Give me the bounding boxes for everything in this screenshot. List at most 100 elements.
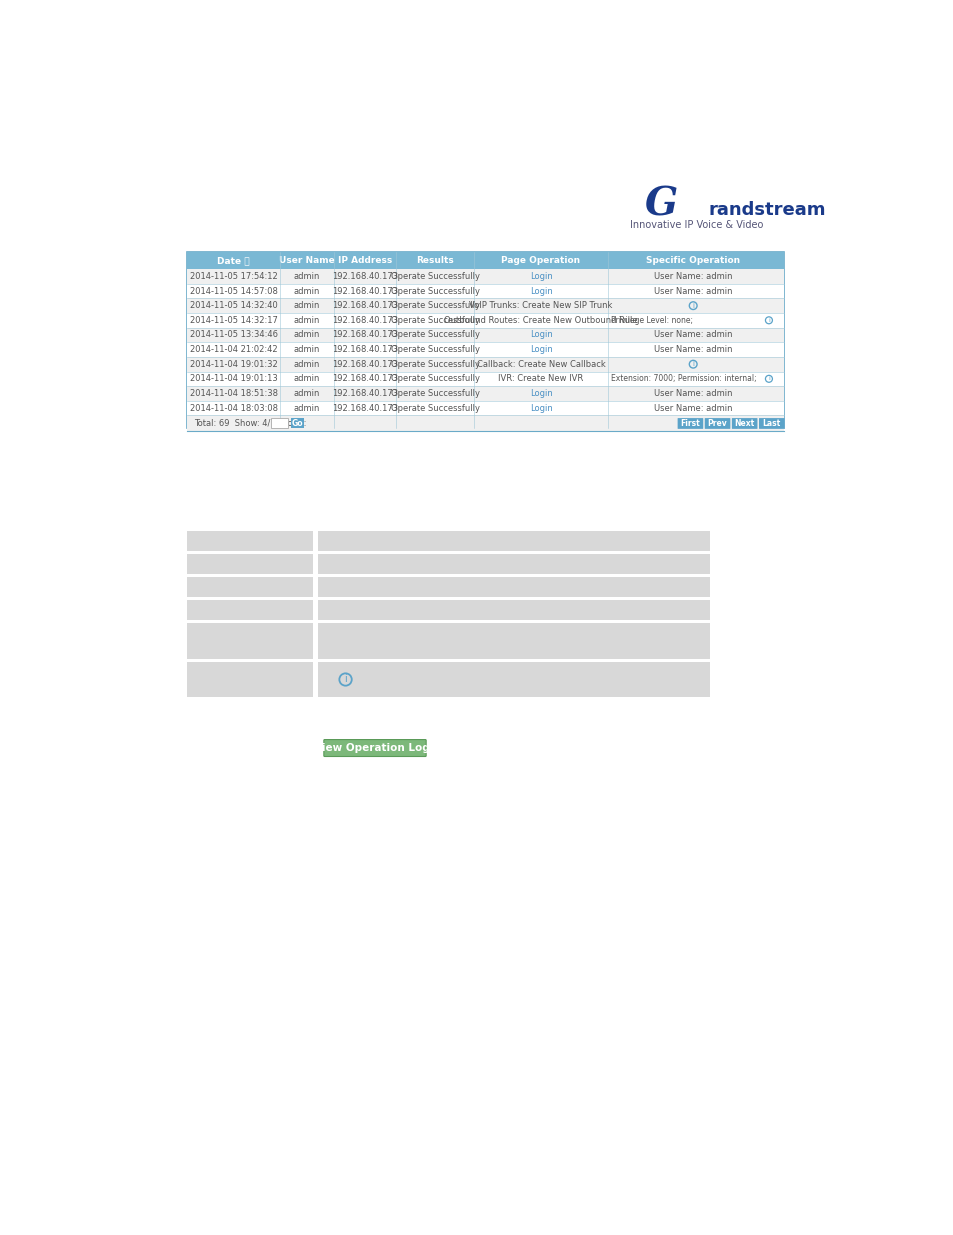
Text: admin: admin: [294, 345, 319, 354]
FancyBboxPatch shape: [731, 419, 757, 429]
Text: Operate Successfully: Operate Successfully: [390, 404, 479, 412]
Text: Operate Successfully: Operate Successfully: [390, 331, 479, 340]
FancyBboxPatch shape: [187, 312, 783, 327]
FancyBboxPatch shape: [271, 419, 288, 429]
FancyBboxPatch shape: [187, 401, 783, 415]
FancyBboxPatch shape: [677, 419, 702, 429]
Text: User Name: admin: User Name: admin: [653, 272, 732, 280]
Text: User Name: admin: User Name: admin: [653, 345, 732, 354]
Text: Specific Operation: Specific Operation: [645, 256, 740, 266]
Text: User Name: admin: User Name: admin: [653, 404, 732, 412]
FancyBboxPatch shape: [323, 740, 426, 757]
FancyBboxPatch shape: [187, 252, 783, 269]
Text: Operate Successfully: Operate Successfully: [390, 287, 479, 295]
Text: 192.168.40.173: 192.168.40.173: [332, 404, 397, 412]
Text: Operate Successfully: Operate Successfully: [390, 316, 479, 325]
Text: 192.168.40.173: 192.168.40.173: [332, 316, 397, 325]
Text: Innovative IP Voice & Video: Innovative IP Voice & Video: [629, 220, 762, 230]
Text: Login: Login: [529, 287, 552, 295]
FancyBboxPatch shape: [187, 600, 313, 620]
FancyBboxPatch shape: [291, 419, 304, 429]
Text: Login: Login: [529, 345, 552, 354]
Text: 192.168.40.173: 192.168.40.173: [332, 331, 397, 340]
Text: Results: Results: [416, 256, 454, 266]
Text: 2014-11-04 18:03:08: 2014-11-04 18:03:08: [190, 404, 277, 412]
Text: admin: admin: [294, 374, 319, 383]
Text: admin: admin: [294, 404, 319, 412]
Text: Callback: Create New Callback: Callback: Create New Callback: [476, 359, 605, 369]
Text: Login: Login: [529, 331, 552, 340]
FancyBboxPatch shape: [187, 555, 313, 574]
Text: 2014-11-04 21:02:42: 2014-11-04 21:02:42: [190, 345, 277, 354]
Text: VoIP Trunks: Create New SIP Trunk: VoIP Trunks: Create New SIP Trunk: [469, 301, 612, 310]
Text: Operate Successfully: Operate Successfully: [390, 301, 479, 310]
FancyBboxPatch shape: [318, 577, 709, 597]
FancyBboxPatch shape: [318, 600, 709, 620]
FancyBboxPatch shape: [759, 419, 783, 429]
Text: 2014-11-05 14:32:40: 2014-11-05 14:32:40: [190, 301, 277, 310]
Text: 2014-11-04 18:51:38: 2014-11-04 18:51:38: [190, 389, 277, 398]
FancyBboxPatch shape: [187, 342, 783, 357]
Text: admin: admin: [294, 389, 319, 398]
Text: admin: admin: [294, 287, 319, 295]
FancyBboxPatch shape: [187, 387, 783, 401]
Text: 192.168.40.173: 192.168.40.173: [332, 272, 397, 280]
FancyBboxPatch shape: [187, 577, 313, 597]
FancyBboxPatch shape: [187, 284, 783, 299]
Text: IP Address: IP Address: [337, 256, 392, 266]
Text: Login: Login: [529, 404, 552, 412]
Text: Operate Successfully: Operate Successfully: [390, 345, 479, 354]
Text: 192.168.40.173: 192.168.40.173: [332, 287, 397, 295]
Text: User Name: admin: User Name: admin: [653, 331, 732, 340]
FancyBboxPatch shape: [187, 624, 313, 658]
Text: 2014-11-05 14:32:17: 2014-11-05 14:32:17: [190, 316, 277, 325]
Text: Page Operation: Page Operation: [501, 256, 580, 266]
Text: Outbound Routes: Create New Outbound Rule: Outbound Routes: Create New Outbound Rul…: [444, 316, 638, 325]
Text: 192.168.40.173: 192.168.40.173: [332, 374, 397, 383]
FancyBboxPatch shape: [187, 372, 783, 387]
Text: 2014-11-05 14:57:08: 2014-11-05 14:57:08: [190, 287, 277, 295]
Text: Go: Go: [292, 419, 303, 427]
Text: Extension: 7000; Permission: internal;: Extension: 7000; Permission: internal;: [611, 374, 756, 383]
Text: User Name: admin: User Name: admin: [653, 287, 732, 295]
FancyBboxPatch shape: [187, 357, 783, 372]
FancyBboxPatch shape: [318, 624, 709, 658]
Text: G: G: [644, 185, 678, 224]
Text: randstream: randstream: [707, 201, 825, 219]
Text: Next: Next: [734, 419, 754, 427]
Text: Total: 69  Show: 4/7  Go to:: Total: 69 Show: 4/7 Go to:: [193, 419, 306, 427]
Text: Operate Successfully: Operate Successfully: [390, 272, 479, 280]
Text: Last: Last: [761, 419, 781, 427]
Text: 192.168.40.173: 192.168.40.173: [332, 389, 397, 398]
Text: Prev: Prev: [707, 419, 726, 427]
FancyBboxPatch shape: [318, 531, 709, 551]
Text: 192.168.40.173: 192.168.40.173: [332, 345, 397, 354]
Text: admin: admin: [294, 316, 319, 325]
Text: admin: admin: [294, 359, 319, 369]
Text: First: First: [679, 419, 700, 427]
FancyBboxPatch shape: [318, 662, 709, 698]
Text: User Name: User Name: [278, 256, 335, 266]
Text: Operate Successfully: Operate Successfully: [390, 359, 479, 369]
Text: Operate Successfully: Operate Successfully: [390, 389, 479, 398]
FancyBboxPatch shape: [187, 269, 783, 284]
FancyBboxPatch shape: [187, 415, 783, 431]
FancyBboxPatch shape: [704, 419, 730, 429]
Text: Privilege Level: none;: Privilege Level: none;: [611, 316, 693, 325]
Text: User Name: admin: User Name: admin: [653, 389, 732, 398]
FancyBboxPatch shape: [187, 531, 313, 551]
FancyBboxPatch shape: [187, 299, 783, 312]
Text: i: i: [767, 377, 769, 382]
FancyBboxPatch shape: [187, 662, 313, 698]
Text: i: i: [692, 361, 694, 367]
Text: i: i: [767, 317, 769, 322]
Text: 2014-11-04 19:01:13: 2014-11-04 19:01:13: [190, 374, 277, 383]
Text: 192.168.40.173: 192.168.40.173: [332, 301, 397, 310]
FancyBboxPatch shape: [318, 555, 709, 574]
Text: 2014-11-05 13:34:46: 2014-11-05 13:34:46: [190, 331, 277, 340]
Text: i: i: [692, 303, 694, 309]
Text: Date ⓘ: Date ⓘ: [217, 256, 250, 266]
Text: Operate Successfully: Operate Successfully: [390, 374, 479, 383]
FancyBboxPatch shape: [187, 252, 783, 427]
Text: Login: Login: [529, 272, 552, 280]
